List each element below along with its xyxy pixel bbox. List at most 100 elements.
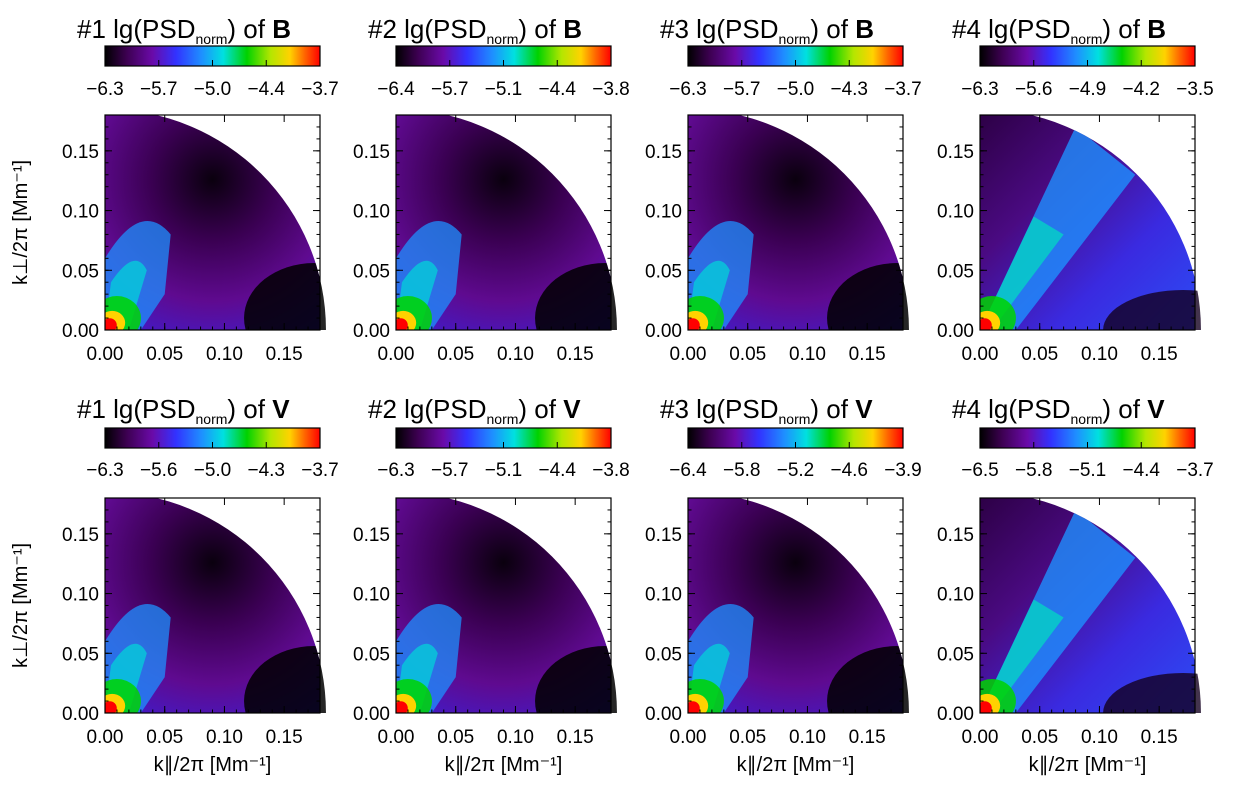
heatmap-dark-region bbox=[827, 646, 909, 713]
x-axis-label: k∥/2π [Mm⁻¹] bbox=[445, 754, 563, 776]
y-tick-label: 0.05 bbox=[937, 644, 974, 665]
x-tick-label: 0.10 bbox=[789, 727, 826, 748]
colorbar-tick-label: −5.7 bbox=[723, 79, 761, 100]
heatmap bbox=[396, 498, 617, 713]
colorbar-tick-label: −5.7 bbox=[431, 79, 469, 100]
colorbar-tick-label: −6.3 bbox=[86, 460, 124, 481]
colorbar-tick-label: −6.3 bbox=[86, 79, 124, 100]
heatmap-dark-region bbox=[535, 263, 617, 331]
panel-V-4: #4 lg(PSDnorm) of V −6.5 −5.8 −5.1 −4.4 −3.7 0… bbox=[937, 394, 1214, 776]
colorbar-tick-label: −3.8 bbox=[592, 79, 630, 100]
y-tick-label: 0.00 bbox=[353, 704, 390, 725]
heatmap bbox=[980, 115, 1201, 331]
colorbar-tick-label: −6.3 bbox=[669, 79, 707, 100]
y-tick-label: 0.15 bbox=[645, 142, 682, 163]
heatmap-dark-region bbox=[244, 646, 326, 713]
panel-title: #2 lg(PSDnorm) of B bbox=[368, 14, 582, 47]
heatmap-peak-red bbox=[688, 701, 700, 713]
colorbar-tick-label: −5.1 bbox=[485, 79, 523, 100]
x-tick-label: 0.00 bbox=[670, 727, 707, 748]
panel-title: #3 lg(PSDnorm) of B bbox=[660, 14, 874, 47]
x-tick-label: 0.00 bbox=[87, 344, 124, 365]
x-tick-label: 0.10 bbox=[789, 344, 826, 365]
panel-title: #1 lg(PSDnorm) of V bbox=[77, 394, 290, 427]
heatmap-peak-red bbox=[105, 318, 117, 331]
colorbar-tick-label: −6.4 bbox=[377, 79, 415, 100]
y-tick-label: 0.05 bbox=[937, 261, 974, 282]
y-axis-label: k⊥/2π [Mm⁻¹] bbox=[10, 543, 32, 668]
colorbar-tick-label: −5.7 bbox=[431, 460, 469, 481]
x-tick-label: 0.15 bbox=[849, 344, 886, 365]
panel-B-3: #3 lg(PSDnorm) of B −6.3 −5.7 −5.0 −4.3 −3.7 0… bbox=[645, 14, 922, 365]
y-tick-label: 0.00 bbox=[62, 321, 99, 342]
colorbar-tick-label: −4.4 bbox=[538, 460, 576, 481]
x-tick-label: 0.10 bbox=[206, 344, 243, 365]
y-tick-label: 0.10 bbox=[353, 585, 390, 606]
heatmap-peak-red bbox=[396, 318, 408, 331]
colorbar-tick-label: −5.1 bbox=[1069, 460, 1107, 481]
colorbar-tick-label: −6.3 bbox=[377, 460, 415, 481]
heatmap-peak-red bbox=[396, 701, 408, 713]
colorbar-tick-label: −4.3 bbox=[830, 79, 868, 100]
y-tick-label: 0.00 bbox=[353, 321, 390, 342]
panel-title: #1 lg(PSDnorm) of B bbox=[77, 14, 291, 47]
colorbar-tick-label: −5.0 bbox=[194, 460, 232, 481]
heatmap-peak-red bbox=[980, 318, 992, 331]
x-tick-label: 0.10 bbox=[497, 344, 534, 365]
panel-title: #3 lg(PSDnorm) of V bbox=[660, 394, 873, 427]
x-tick-label: 0.15 bbox=[557, 344, 594, 365]
x-tick-label: 0.05 bbox=[729, 344, 766, 365]
colorbar-tick-label: −5.0 bbox=[777, 79, 815, 100]
panel-title: #2 lg(PSDnorm) of V bbox=[368, 394, 581, 427]
heatmap bbox=[688, 498, 909, 713]
y-tick-label: 0.15 bbox=[353, 525, 390, 546]
y-tick-label: 0.05 bbox=[645, 644, 682, 665]
colorbar-tick-label: −3.8 bbox=[592, 460, 630, 481]
x-tick-label: 0.05 bbox=[729, 727, 766, 748]
colorbar-tick-label: −4.4 bbox=[1122, 460, 1160, 481]
y-tick-label: 0.15 bbox=[62, 142, 99, 163]
x-tick-label: 0.15 bbox=[849, 727, 886, 748]
colorbar-tick-label: −5.8 bbox=[723, 460, 761, 481]
panel-V-2: #2 lg(PSDnorm) of V −6.3 −5.7 −5.1 −4.4 −3.8 0… bbox=[353, 394, 630, 776]
panel-V-3: #3 lg(PSDnorm) of V −6.4 −5.8 −5.2 −4.6 −3.9 0… bbox=[645, 394, 922, 776]
x-tick-label: 0.15 bbox=[266, 727, 303, 748]
y-tick-label: 0.10 bbox=[645, 202, 682, 223]
colorbar-tick-label: −3.5 bbox=[1176, 79, 1214, 100]
heatmap-peak-red bbox=[688, 318, 700, 331]
y-tick-label: 0.15 bbox=[645, 525, 682, 546]
x-axis-label: k∥/2π [Mm⁻¹] bbox=[154, 754, 272, 776]
y-tick-label: 0.05 bbox=[645, 261, 682, 282]
y-tick-label: 0.10 bbox=[353, 202, 390, 223]
x-tick-label: 0.10 bbox=[206, 727, 243, 748]
x-tick-label: 0.10 bbox=[1081, 727, 1118, 748]
colorbar-tick-label: −3.7 bbox=[301, 460, 339, 481]
colorbar-tick-label: −5.6 bbox=[1015, 79, 1053, 100]
colorbar-tick-label: −4.6 bbox=[830, 460, 868, 481]
x-axis-label: k∥/2π [Mm⁻¹] bbox=[737, 754, 855, 776]
x-tick-label: 0.00 bbox=[378, 344, 415, 365]
x-tick-label: 0.05 bbox=[437, 344, 474, 365]
panel-B-1: #1 lg(PSDnorm) of B −6.3 −5.7 −5.0 −4.4 −3.7 0… bbox=[10, 14, 339, 365]
x-tick-label: 0.00 bbox=[962, 344, 999, 365]
y-tick-label: 0.00 bbox=[62, 704, 99, 725]
x-tick-label: 0.05 bbox=[146, 727, 183, 748]
y-tick-label: 0.15 bbox=[937, 142, 974, 163]
panel-B-2: #2 lg(PSDnorm) of B −6.4 −5.7 −5.1 −4.4 −3.8 0… bbox=[353, 14, 630, 365]
x-tick-label: 0.15 bbox=[1141, 344, 1178, 365]
x-axis-label: k∥/2π [Mm⁻¹] bbox=[1029, 754, 1147, 776]
panel-V-1: #1 lg(PSDnorm) of V −6.3 −5.6 −5.0 −4.3 −3.7 0… bbox=[10, 394, 339, 776]
heatmap-peak-red bbox=[105, 701, 117, 713]
colorbar-tick-label: −6.3 bbox=[961, 79, 999, 100]
x-tick-label: 0.05 bbox=[1021, 344, 1058, 365]
y-tick-label: 0.00 bbox=[645, 704, 682, 725]
y-tick-label: 0.10 bbox=[62, 585, 99, 606]
panel-B-4: #4 lg(PSDnorm) of B −6.3 −5.6 −4.9 −4.2 −3.5 0… bbox=[937, 14, 1214, 365]
colorbar-tick-label: −6.5 bbox=[961, 460, 999, 481]
colorbar-tick-label: −4.9 bbox=[1069, 79, 1107, 100]
x-tick-label: 0.05 bbox=[146, 344, 183, 365]
colorbar-tick-label: −6.4 bbox=[669, 460, 707, 481]
colorbar-tick-label: −5.7 bbox=[140, 79, 178, 100]
y-tick-label: 0.10 bbox=[937, 202, 974, 223]
